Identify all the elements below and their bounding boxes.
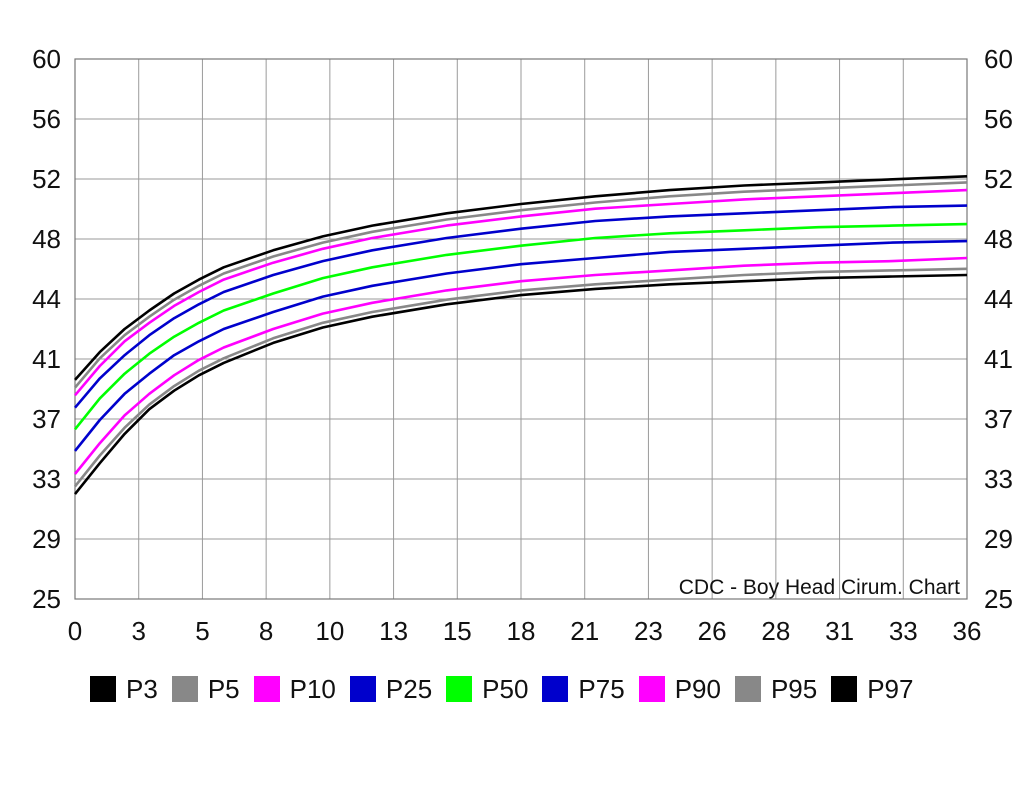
- legend-item-p97: P97: [831, 670, 913, 708]
- y-tick-label-right: 56: [984, 104, 1013, 134]
- y-tick-label-right: 52: [984, 164, 1013, 194]
- x-tick-label: 36: [953, 616, 982, 646]
- y-tick-label-right: 60: [984, 44, 1013, 74]
- y-tick-label-right: 25: [984, 584, 1013, 614]
- series-line-p90: [74, 188, 968, 397]
- y-tick-label-right: 37: [984, 404, 1013, 434]
- legend-label: P50: [482, 673, 529, 704]
- legend-swatch: [349, 676, 376, 702]
- x-tick-label: 0: [68, 616, 82, 646]
- series-line-p3: [73, 273, 968, 495]
- y-tick-label-right: 48: [984, 224, 1013, 254]
- legend-item-p3: P3: [90, 670, 158, 708]
- legend-label: P90: [674, 673, 721, 704]
- legend-label: P3: [126, 673, 158, 704]
- series-line-p97: [74, 175, 968, 381]
- legend-label: P97: [867, 673, 914, 704]
- x-tick-label: 26: [698, 616, 727, 646]
- y-tick-label-left: 44: [32, 284, 61, 314]
- plot-frame: [74, 58, 968, 600]
- series-line-p10: [73, 256, 968, 475]
- x-tick-label: 31: [825, 616, 854, 646]
- right-y-axis-ticks: 25 29 33 37 41 44 48 52 56 60: [984, 44, 1013, 614]
- legend-swatch: [253, 676, 280, 702]
- y-tick-label-left: 48: [32, 224, 61, 254]
- legend-swatch: [90, 676, 116, 702]
- legend-label: P95: [770, 673, 818, 704]
- chart-title: CDC - Boy Head Cirum. Chart: [679, 576, 960, 599]
- grid-lines: [74, 58, 968, 600]
- y-tick-label-left: 25: [32, 584, 61, 614]
- y-tick-label-left: 41: [32, 344, 61, 374]
- legend-label: P75: [578, 673, 625, 704]
- y-tick-label-left: 37: [32, 404, 61, 434]
- legend-swatch: [638, 676, 665, 702]
- legend-item-p5: P5: [171, 670, 240, 708]
- series-line-p75: [74, 204, 968, 409]
- x-tick-label: 8: [259, 616, 273, 646]
- series-line-p5: [73, 267, 968, 488]
- x-tick-label: 33: [889, 616, 918, 646]
- x-axis-ticks: 0 3 5 8 10 13 15 18 21 23 26 28 31 33 36: [68, 616, 982, 646]
- x-tick-label: 23: [634, 616, 663, 646]
- percentile-curves: [73, 175, 968, 495]
- legend-swatch: [734, 676, 761, 702]
- x-tick-label: 5: [195, 616, 209, 646]
- left-y-axis-ticks: 25 29 33 37 41 44 48 52 56 60: [32, 44, 61, 614]
- legend-swatch: [446, 676, 473, 702]
- y-tick-label-right: 29: [984, 524, 1013, 554]
- legend-item-p50: P50: [446, 670, 528, 708]
- x-tick-label: 10: [315, 616, 344, 646]
- y-tick-label-left: 52: [32, 164, 61, 194]
- y-tick-label-right: 44: [984, 284, 1013, 314]
- legend-item-p90: P90: [638, 670, 721, 708]
- legend-label: P25: [385, 673, 433, 704]
- x-tick-label: 13: [379, 616, 408, 646]
- y-tick-label-left: 29: [32, 524, 61, 554]
- legend-swatch: [831, 676, 858, 702]
- x-tick-label: 28: [761, 616, 790, 646]
- y-tick-label-left: 60: [32, 44, 61, 74]
- x-tick-label: 3: [131, 616, 145, 646]
- x-tick-label: 18: [507, 616, 536, 646]
- y-tick-label-right: 33: [984, 464, 1013, 494]
- y-tick-label-left: 56: [32, 104, 61, 134]
- legend-label: P5: [207, 673, 240, 704]
- legend-swatch: [542, 676, 569, 702]
- y-tick-label-left: 33: [32, 464, 61, 494]
- series-line-p25: [73, 239, 968, 452]
- legend-label: P10: [289, 673, 336, 704]
- legend-item-p10: P10: [253, 670, 336, 708]
- series-line-p95: [74, 181, 968, 389]
- x-tick-label: 15: [443, 616, 472, 646]
- legend-item-p75: P75: [542, 670, 625, 708]
- legend-item-p95: P95: [734, 670, 818, 708]
- legend: P3 P5 P10 P25 P50 P75 P90 P95 P97: [90, 670, 990, 708]
- legend-item-p25: P25: [349, 670, 433, 708]
- series-line-p50: [73, 222, 968, 431]
- head-circumference-chart: 25 29 33 37 41 44 48 52 56 60 25 29 33 37 41 44 48 52 56 6…: [32, 44, 1013, 646]
- legend-swatch: [171, 676, 198, 702]
- x-tick-label: 21: [570, 616, 599, 646]
- y-tick-label-right: 41: [984, 344, 1013, 374]
